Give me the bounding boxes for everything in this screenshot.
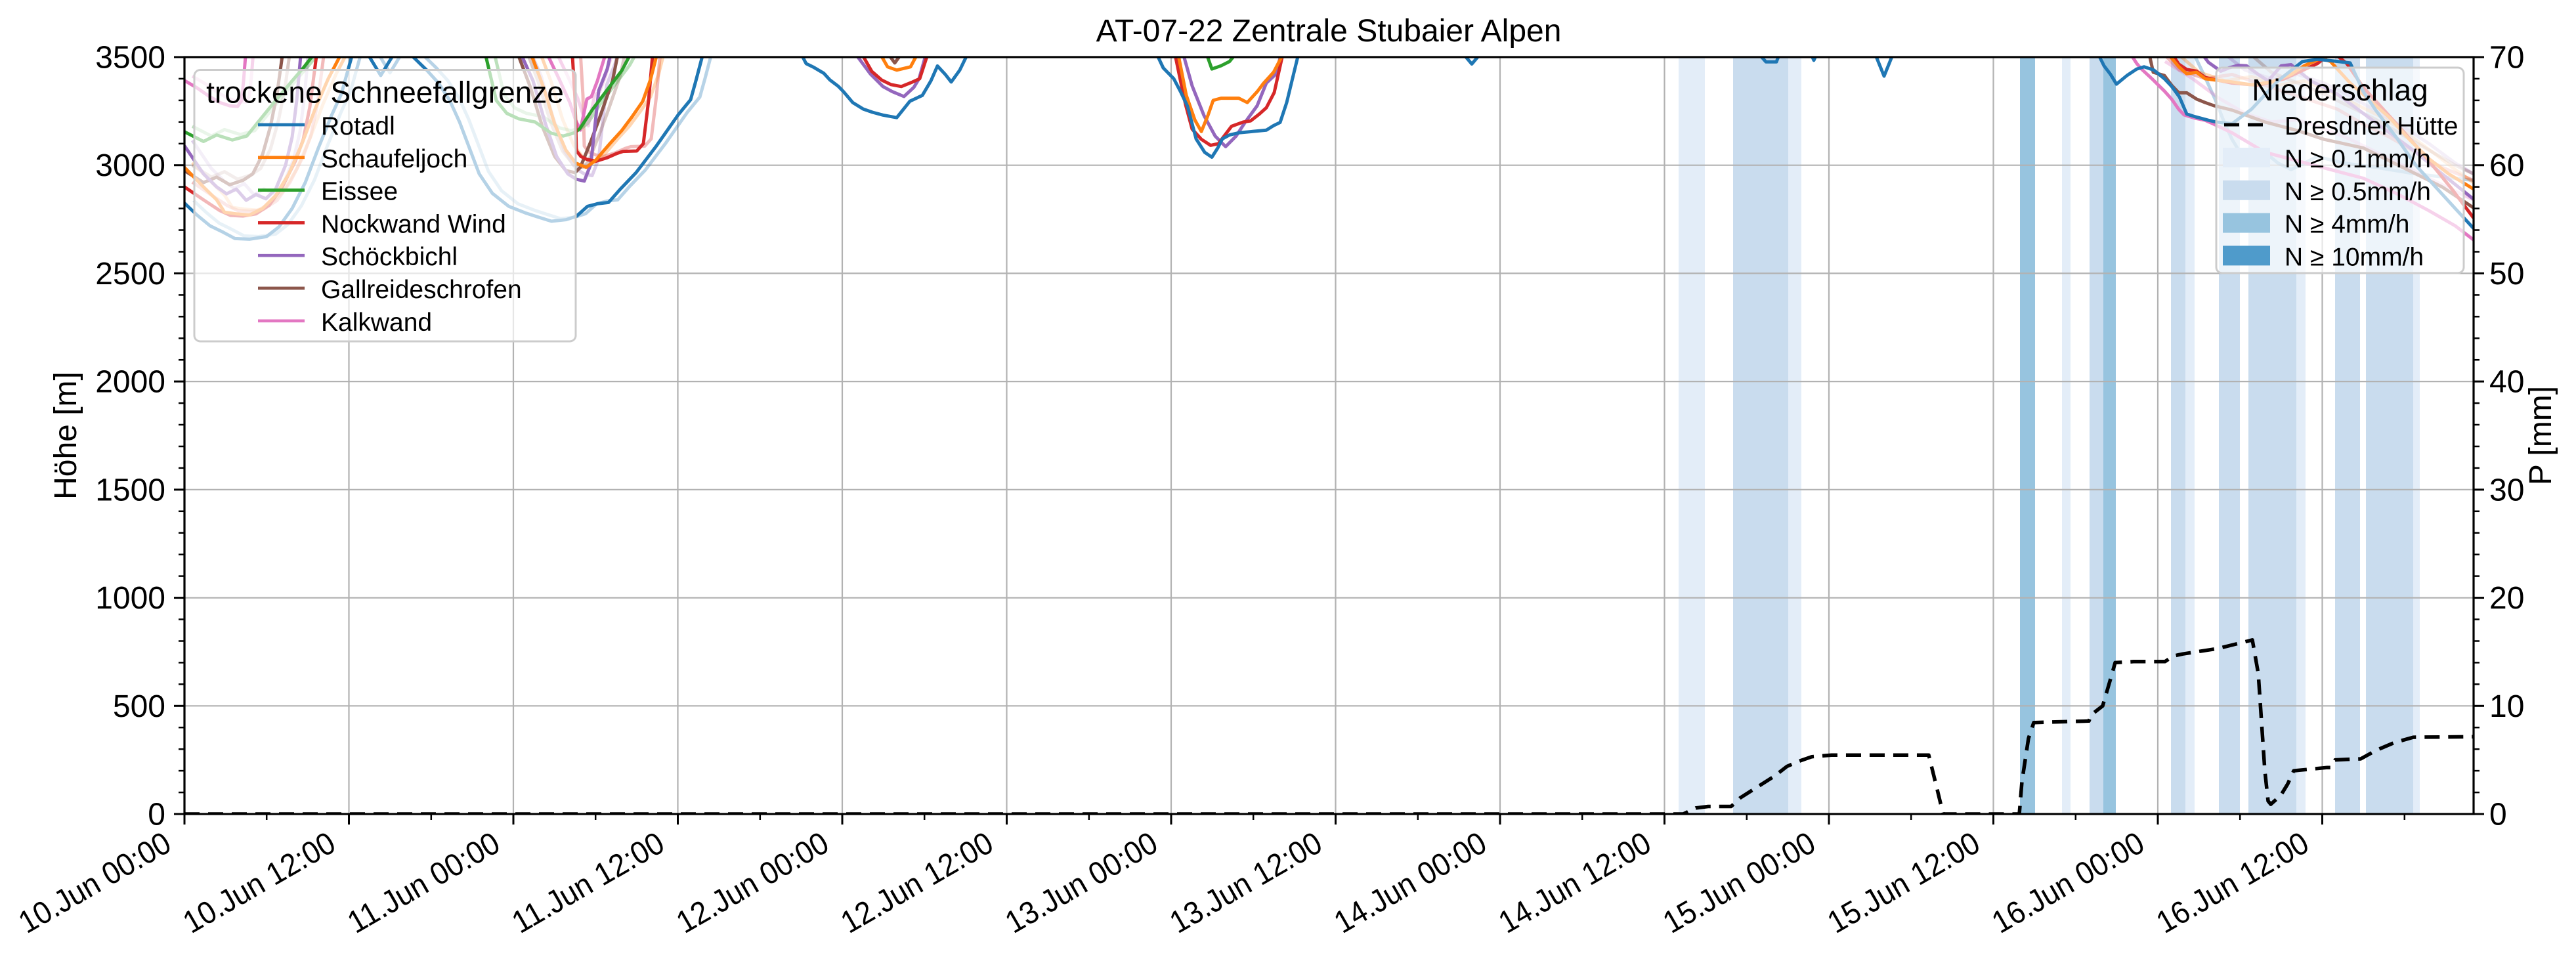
svg-text:N ≥ 4mm/h: N ≥ 4mm/h (2285, 211, 2409, 239)
svg-text:30: 30 (2489, 473, 2524, 507)
svg-text:10: 10 (2489, 689, 2524, 724)
svg-text:3500: 3500 (95, 41, 165, 75)
svg-text:Nockwand Wind: Nockwand Wind (321, 210, 506, 238)
svg-text:500: 500 (113, 689, 165, 724)
svg-text:P [mm]: P [mm] (2523, 386, 2558, 485)
svg-text:60: 60 (2489, 148, 2524, 183)
svg-text:N ≥ 0.5mm/h: N ≥ 0.5mm/h (2285, 178, 2431, 206)
svg-text:trockene Schneefallgrenze: trockene Schneefallgrenze (206, 75, 564, 110)
svg-text:Rotadl: Rotadl (321, 112, 395, 140)
svg-text:50: 50 (2489, 257, 2524, 291)
svg-text:AT-07-22 Zentrale Stubaier Alp: AT-07-22 Zentrale Stubaier Alpen (1096, 14, 1562, 49)
svg-text:1500: 1500 (95, 473, 165, 507)
svg-text:3000: 3000 (95, 148, 165, 183)
svg-text:0: 0 (148, 798, 165, 832)
svg-text:40: 40 (2489, 365, 2524, 400)
svg-text:Dresdner Hütte: Dresdner Hütte (2285, 112, 2458, 140)
svg-text:Kalkwand: Kalkwand (321, 309, 432, 337)
svg-text:Schöckbichl: Schöckbichl (321, 243, 458, 271)
svg-text:70: 70 (2489, 41, 2524, 75)
svg-text:Niederschlag: Niederschlag (2252, 73, 2428, 107)
svg-text:1000: 1000 (95, 581, 165, 616)
svg-text:Höhe [m]: Höhe [m] (49, 372, 83, 500)
svg-text:Schaufeljoch: Schaufeljoch (321, 145, 467, 173)
svg-text:20: 20 (2489, 581, 2524, 616)
svg-text:2000: 2000 (95, 365, 165, 400)
svg-text:2500: 2500 (95, 257, 165, 291)
svg-text:0: 0 (2489, 798, 2507, 832)
svg-text:N ≥ 0.1mm/h: N ≥ 0.1mm/h (2285, 145, 2431, 173)
svg-text:N ≥ 10mm/h: N ≥ 10mm/h (2285, 243, 2424, 271)
svg-text:Gallreideschrofen: Gallreideschrofen (321, 276, 522, 304)
svg-text:Eissee: Eissee (321, 178, 398, 206)
